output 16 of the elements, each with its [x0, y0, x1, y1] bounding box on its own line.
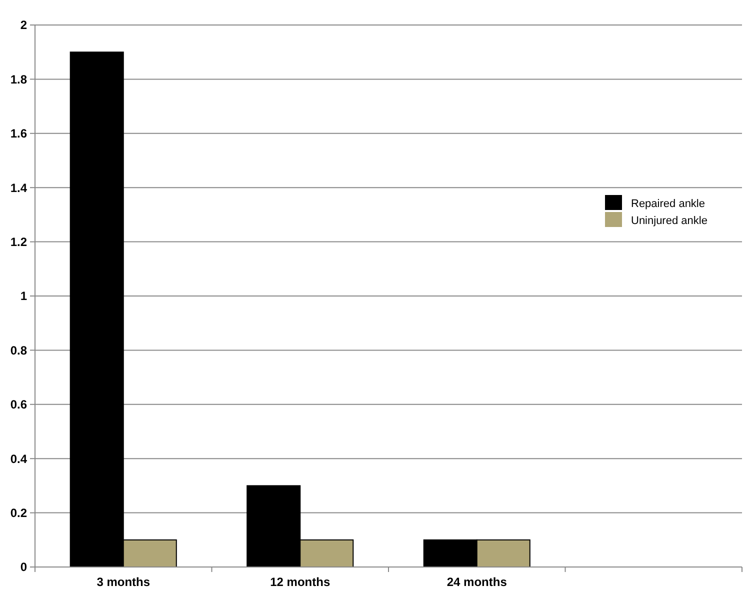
y-tick-label: 0: [20, 560, 28, 574]
x-tick-label: 3 months: [96, 575, 150, 589]
y-tick-label: 1.8: [10, 72, 28, 86]
y-tick-label: 2: [20, 18, 28, 32]
y-tick-label: 0.6: [10, 398, 28, 412]
y-tick-label: 0.8: [10, 343, 28, 358]
legend-label: Uninjured ankle: [631, 214, 708, 227]
y-tick-label: 0.2: [10, 506, 28, 520]
y-tick-label: 1: [20, 289, 28, 304]
y-tick-label: 1.6: [10, 126, 28, 141]
y-tick-label: 1.2: [10, 235, 28, 249]
y-tick-label: 1.4: [10, 180, 28, 195]
legend-label: Repaired ankle: [631, 198, 705, 210]
y-tick-label: 0.4: [10, 452, 28, 466]
x-tick-label: 12 months: [270, 575, 330, 589]
x-tick-label: 24 months: [446, 575, 508, 589]
